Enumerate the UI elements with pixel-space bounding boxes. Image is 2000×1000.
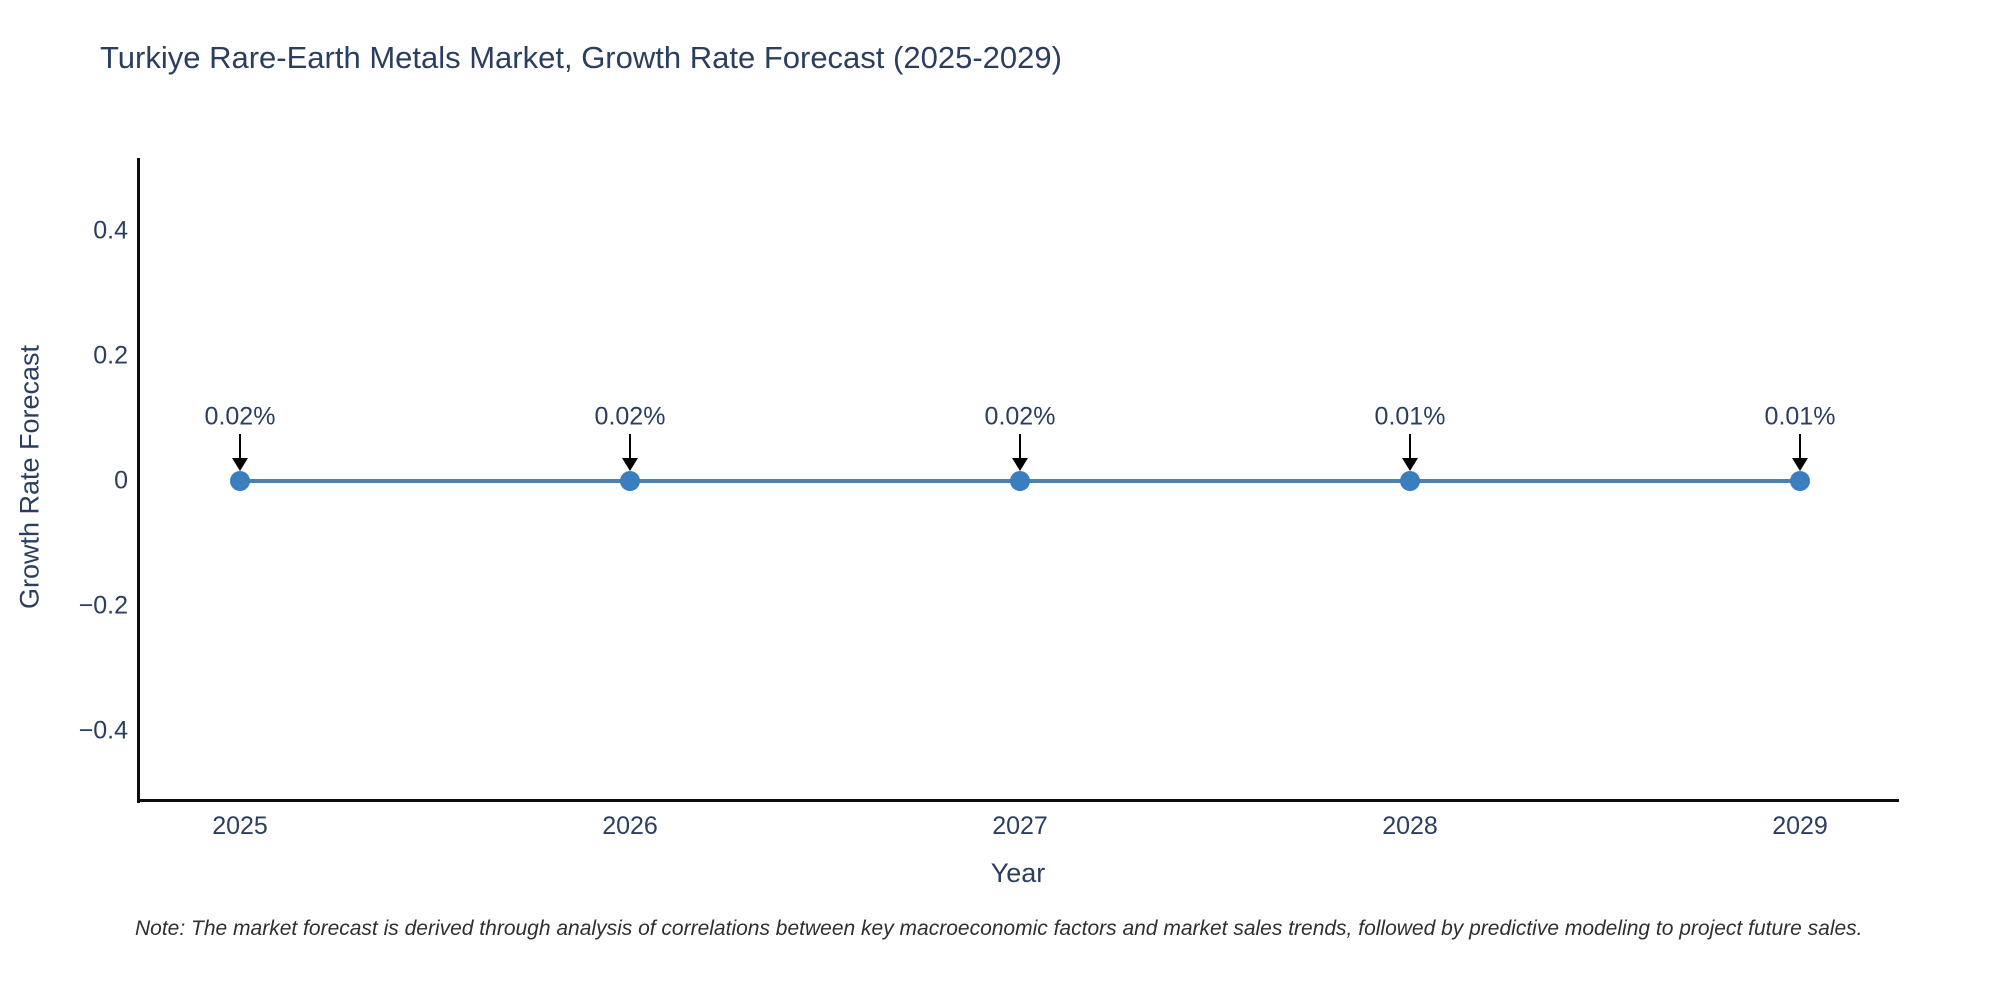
annotation-arrow-head-icon: [232, 458, 248, 471]
x-tick-label: 2026: [602, 812, 658, 840]
point-value-label: 0.01%: [1374, 402, 1446, 431]
annotation-arrow-head-icon: [1792, 458, 1808, 471]
data-point-2027[interactable]: [1010, 470, 1030, 491]
data-point-2028[interactable]: [1400, 470, 1420, 491]
annotation-arrow-head-icon: [622, 458, 638, 471]
point-value-label: 0.02%: [984, 402, 1056, 431]
y-axis-title: Growth Rate Forecast: [14, 344, 45, 610]
annotation-arrow-head-icon: [1012, 458, 1028, 471]
x-tick-label: 2029: [1772, 812, 1828, 840]
footnote: Note: The market forecast is derived thr…: [135, 917, 1863, 940]
chart-title: Turkiye Rare-Earth Metals Market, Growth…: [100, 40, 1062, 75]
y-tick-label: 0: [114, 466, 128, 495]
x-tick-label: 2028: [1382, 812, 1438, 840]
y-tick-label: −0.2: [78, 591, 128, 620]
point-value-label: 0.02%: [594, 402, 666, 431]
y-axis-line: [137, 158, 140, 803]
y-tick-label: 0.2: [93, 341, 128, 370]
y-tick-label: 0.4: [93, 216, 128, 245]
x-axis-title: Year: [990, 858, 1046, 888]
annotation-arrow-stem: [629, 434, 631, 460]
data-point-2029[interactable]: [1790, 470, 1810, 491]
annotation-arrow-head-icon: [1402, 458, 1418, 471]
x-tick-label: 2027: [992, 812, 1048, 840]
annotation-arrow-stem: [239, 434, 241, 460]
point-value-label: 0.02%: [204, 402, 276, 431]
x-axis-line: [137, 799, 1899, 802]
y-tick-label: −0.4: [78, 716, 128, 745]
annotation-arrow-stem: [1409, 434, 1411, 460]
data-point-2026[interactable]: [620, 470, 640, 491]
annotation-arrow-stem: [1799, 434, 1801, 460]
point-value-label: 0.01%: [1764, 402, 1836, 431]
data-point-2025[interactable]: [230, 470, 250, 491]
annotation-arrow-stem: [1019, 434, 1021, 460]
x-tick-label: 2025: [212, 812, 268, 840]
